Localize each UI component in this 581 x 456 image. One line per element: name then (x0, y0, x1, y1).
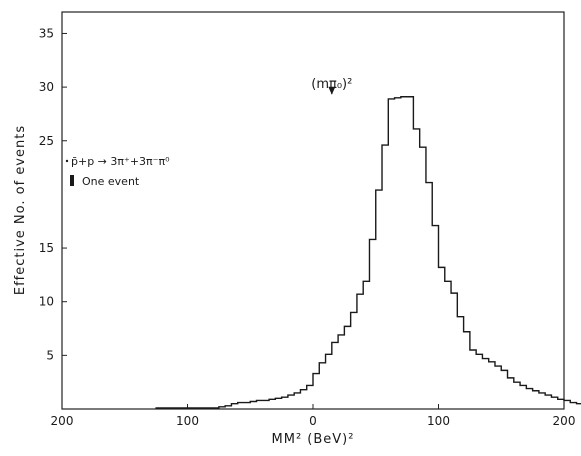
legend-event-marker (70, 175, 74, 186)
y-tick-label: 25 (39, 134, 54, 148)
y-tick-label: 15 (39, 241, 54, 255)
legend-reaction-marker (65, 159, 69, 163)
x-tick-label: 0 (309, 414, 317, 428)
y-axis-ticks: 5 10 15 25 30 35 (39, 26, 67, 362)
peak-annotation: (mπ₀)² (311, 77, 352, 95)
y-tick-label: 35 (39, 26, 54, 40)
y-tick-label: 10 (39, 295, 54, 309)
x-tick-label: 100 (176, 414, 199, 428)
x-axis-ticks: 200 100 0 100 200 (51, 404, 576, 428)
legend-event-label: One event (82, 175, 140, 188)
x-tick-label: 100 (427, 414, 450, 428)
y-axis-title: Effective No. of events (13, 125, 28, 295)
x-tick-label: 200 (51, 414, 74, 428)
histogram-series (155, 96, 581, 409)
plot-frame (61, 11, 565, 410)
y-tick-label: 30 (39, 80, 54, 94)
legend-reaction: p̄+p → 3π⁺+3π⁻π⁰ (71, 155, 170, 168)
y-tick-label: 5 (46, 348, 54, 362)
legend: p̄+p → 3π⁺+3π⁻π⁰ One event (65, 155, 170, 188)
x-axis-title: MM² (BeV)² (272, 432, 355, 447)
x-tick-label: 200 (553, 414, 576, 428)
peak-annotation-arrow-head (328, 86, 336, 95)
peak-annotation-label: (mπ₀)² (311, 77, 352, 92)
